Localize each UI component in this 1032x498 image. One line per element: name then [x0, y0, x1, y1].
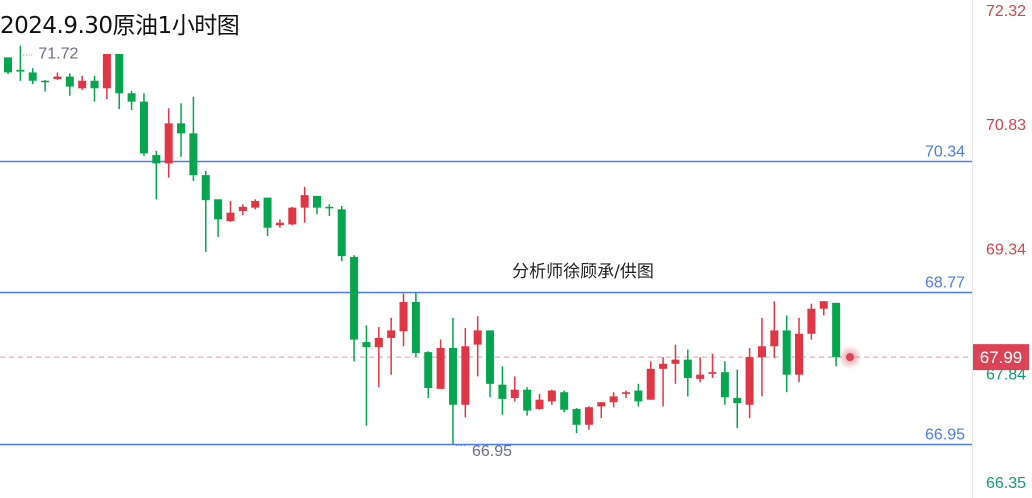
candle-up	[547, 390, 556, 402]
candle-down	[782, 330, 791, 375]
last-price-tag	[973, 344, 1029, 371]
candle-down	[411, 302, 420, 353]
candle-up	[53, 76, 62, 80]
candle-down	[313, 195, 321, 208]
candle-down	[350, 256, 359, 340]
candle-down	[498, 384, 507, 399]
candle-up	[819, 301, 828, 309]
candle-up	[374, 337, 383, 348]
candle-up	[399, 302, 408, 332]
y-tick-label: 70.83	[986, 117, 1026, 134]
candle-down	[201, 175, 210, 201]
candle-down	[139, 101, 148, 154]
candle-down	[177, 123, 186, 134]
high-marker-label: ····	[22, 51, 33, 60]
candle-up	[757, 346, 766, 358]
candle-up	[275, 222, 284, 226]
candle-up	[745, 357, 754, 405]
candle-down	[523, 389, 532, 411]
candle-up	[461, 346, 470, 405]
candle-up	[102, 54, 111, 89]
candle-down	[189, 133, 198, 176]
last-price-tag-label: 67.99	[980, 348, 1023, 367]
candle-up	[251, 200, 260, 208]
candle-up	[387, 330, 396, 338]
candle-up	[770, 330, 779, 347]
candle-down	[65, 76, 74, 87]
y-tick-label: 66.35	[986, 475, 1026, 492]
candle-down	[152, 155, 161, 164]
low-marker-dots: ····	[455, 441, 466, 450]
candle-down	[337, 209, 346, 257]
candle-down	[127, 93, 136, 102]
candle-up	[584, 407, 593, 425]
last-price-dot	[846, 353, 854, 362]
candle-down	[90, 80, 99, 89]
candle-down	[683, 359, 692, 379]
candle-down	[41, 80, 50, 83]
y-tick-label: 69.34	[986, 241, 1026, 258]
candle-up	[300, 195, 309, 208]
candle-down	[28, 72, 37, 81]
candle-up	[288, 207, 297, 225]
horizontal-line-label: 70.34	[925, 144, 965, 161]
y-tick-label: 72.32	[986, 3, 1026, 20]
candle-up	[510, 389, 519, 399]
candle-up	[659, 363, 668, 369]
candle-up	[795, 333, 804, 375]
candle-up	[436, 347, 445, 389]
candle-down	[362, 342, 371, 348]
candle-up	[78, 80, 87, 89]
candle-up	[535, 399, 544, 409]
candle-up	[226, 212, 235, 222]
watermark-text: 分析师徐顾承/供图	[512, 262, 654, 282]
candle-up	[609, 396, 618, 403]
candle-up	[164, 123, 173, 164]
candle-up	[622, 392, 630, 394]
candle-up	[671, 359, 680, 364]
low-marker-value: 66.95	[472, 443, 512, 460]
candle-up	[238, 206, 247, 212]
candle-down	[115, 54, 124, 94]
candle-down	[448, 347, 457, 405]
candle-down	[720, 372, 729, 398]
candle-down	[424, 352, 433, 389]
candle-up	[696, 374, 705, 379]
horizontal-line-label: 68.77	[925, 275, 965, 292]
candle-down	[560, 392, 569, 410]
candle-down	[325, 206, 334, 209]
candle-down	[486, 330, 495, 384]
candle-down	[733, 398, 742, 404]
candle-up	[807, 308, 816, 334]
candle-down	[16, 69, 25, 72]
candle-up	[473, 330, 482, 345]
candle-down	[634, 390, 643, 402]
candle-down	[832, 302, 841, 358]
y-tick-label: 67.84	[986, 367, 1026, 384]
high-marker-value: 71.72	[38, 46, 78, 63]
candle-down	[4, 57, 12, 73]
candle-down	[572, 408, 581, 425]
candle-up	[597, 402, 606, 407]
candle-down	[214, 199, 223, 220]
candle-up	[646, 368, 655, 400]
horizontal-line-label: 66.95	[925, 427, 965, 444]
candle-down	[263, 197, 272, 228]
chart-title: 2024.9.30原油1小时图	[0, 13, 240, 39]
candle-up	[708, 372, 717, 374]
